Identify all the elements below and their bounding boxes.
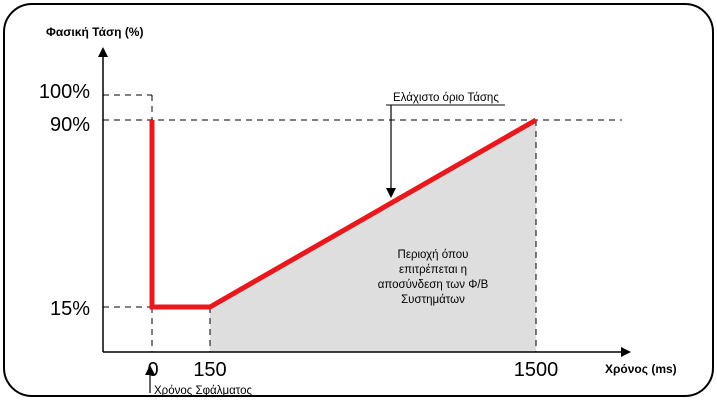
min-voltage-curve — [149, 117, 538, 310]
x-tick-label-0: 0 — [147, 359, 158, 381]
region-label-line-3: αποσύνδεση των Φ/Β — [378, 279, 489, 291]
shaded-region — [210, 120, 536, 352]
region-label-line-1: Περιοχή όπου — [398, 249, 469, 261]
region-label-line-2: επιτρέπεται η — [399, 264, 467, 276]
y-tick-label-90: 90% — [50, 114, 90, 136]
x-tick-label-1500: 1500 — [514, 359, 559, 381]
y-tick-label-15: 15% — [50, 298, 90, 320]
x-tick-label-150: 150 — [193, 359, 226, 381]
fault-time-annotation: Χρόνος Σφάλματος — [154, 385, 253, 397]
y-tick-label-100: 100% — [39, 81, 90, 103]
min-voltage-annotation: Ελάχιστο όριο Τάσης — [393, 92, 499, 104]
y-axis-label: Φασική Τάση (%) — [46, 25, 143, 39]
x-axis-label: Χρόνος (ms) — [605, 362, 677, 376]
region-label-line-4: Συστημάτων — [401, 294, 465, 306]
